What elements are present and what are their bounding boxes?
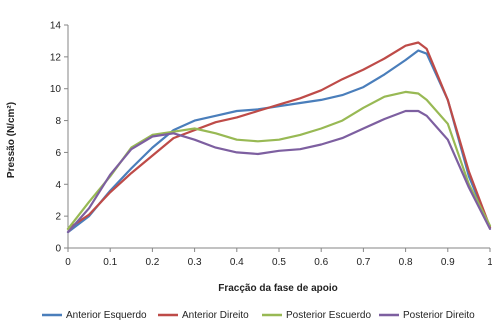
series-line-1 [66,49,492,234]
y-tick-label: 12 [50,52,62,63]
x-tick-label: 0.2 [145,257,159,268]
x-tick-label: 0.6 [314,257,328,268]
y-tick-label: 10 [50,84,62,95]
y-tick-label: 14 [50,21,62,32]
y-tick-label: 0 [55,244,61,255]
x-tick-label: 0 [65,257,71,268]
legend-label-2: Anterior Direito [182,310,249,321]
x-axis-title: Fracção da fase de apoio [218,283,338,294]
x-tick-label: 0.5 [272,257,286,268]
x-tick-label: 0.8 [399,257,413,268]
series-line-2 [66,41,492,230]
x-tick-label: 0.4 [230,257,244,268]
y-tick-label: 2 [55,212,61,223]
series-line-3 [66,90,492,230]
series-line-4 [66,109,492,234]
legend-label-1: Anterior Esquerdo [66,310,147,321]
legend-label-3: Posterior Escuerdo [286,310,371,321]
y-tick-label: 4 [55,180,61,191]
x-tick-label: 1 [487,257,492,268]
x-tick-label: 0.9 [441,257,455,268]
x-tick-label: 0.7 [356,257,370,268]
x-tick-label: 0.1 [103,257,117,268]
legend-label-4: Posterior Direito [403,310,475,321]
y-axis-title: Pressão (N/cm²) [6,102,17,178]
y-tick-label: 8 [55,116,61,127]
y-tick-label: 6 [55,148,61,159]
x-tick-label: 0.3 [188,257,202,268]
